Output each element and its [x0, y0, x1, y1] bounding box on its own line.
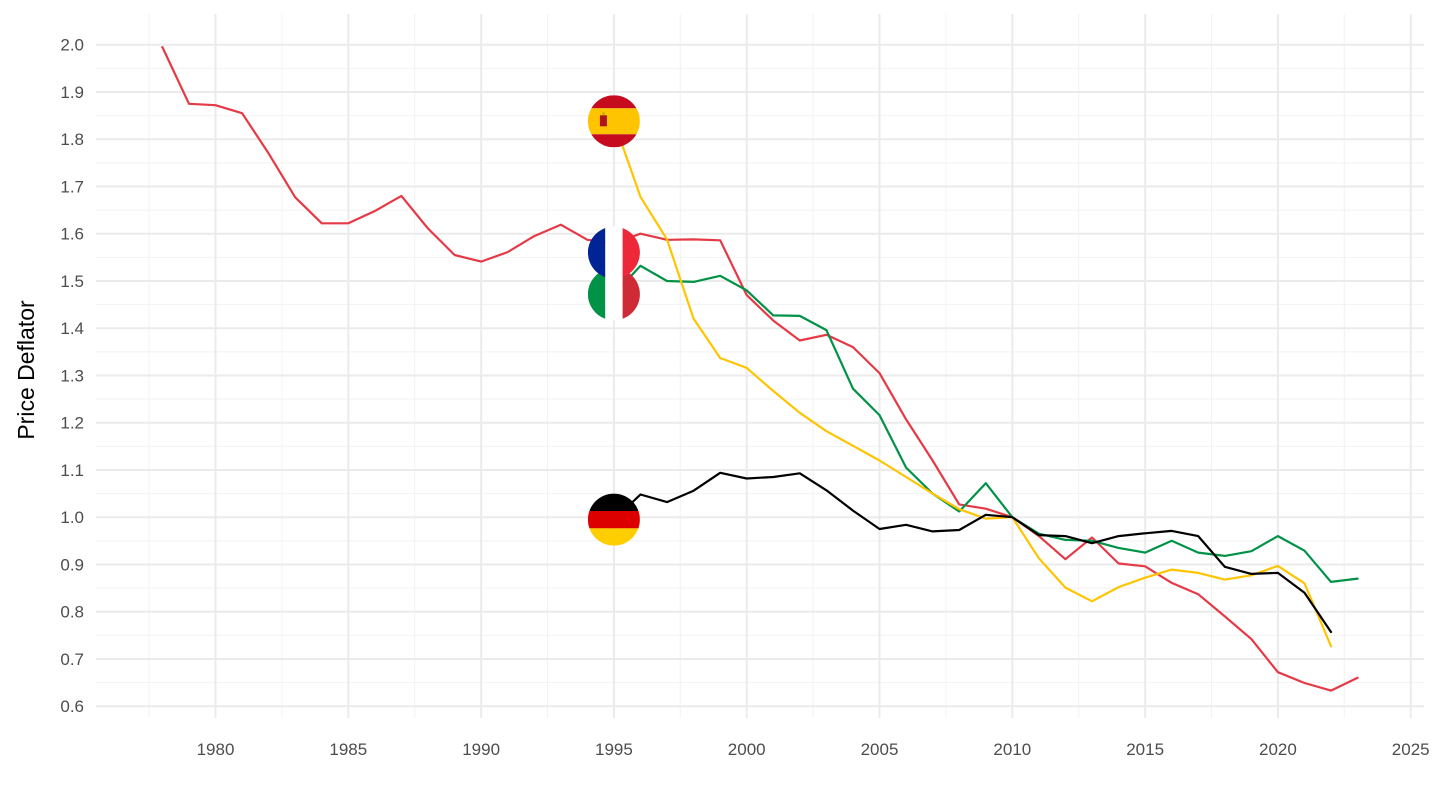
- france-flag-icon: [587, 226, 640, 279]
- series-line-france: [161, 45, 1359, 692]
- y-tick-label: 1.2: [60, 414, 84, 433]
- x-tick-label: 1985: [329, 740, 367, 759]
- y-tick-label: 1.4: [60, 319, 84, 338]
- x-tick-label: 2010: [993, 740, 1031, 759]
- series-line-spain: [612, 120, 1333, 648]
- y-tick-label: 1.5: [60, 272, 84, 291]
- y-tick-label: 1.6: [60, 225, 84, 244]
- spain-flag-icon: [587, 95, 640, 148]
- y-tick-label: 1.8: [60, 130, 84, 149]
- y-tick-label: 1.1: [60, 461, 84, 480]
- x-tick-label: 2005: [861, 740, 899, 759]
- x-axis-ticks: 1980 1985 1990 1995 2000 2005 2010 2015 2020 2025: [197, 740, 1430, 759]
- series-lines: [161, 45, 1359, 692]
- italy-flag-icon: [587, 268, 640, 321]
- series-line-germany: [612, 471, 1333, 634]
- x-tick-label: 2000: [728, 740, 766, 759]
- y-tick-label: 1.7: [60, 177, 84, 196]
- germany-flag-icon: [587, 493, 640, 546]
- y-tick-label: 1.9: [60, 83, 84, 102]
- y-tick-label: 0.8: [60, 603, 84, 622]
- x-tick-label: 2015: [1126, 740, 1164, 759]
- x-tick-label: 1995: [595, 740, 633, 759]
- x-tick-label: 2025: [1392, 740, 1430, 759]
- y-axis-ticks: 0.6 0.7 0.8 0.9 1.0 1.1 1.2 1.3 1.4 1.5 1.6 1.7 1.8 1…: [60, 36, 84, 716]
- coat-of-arms-icon: [599, 115, 607, 127]
- flag-markers: [587, 95, 640, 546]
- y-tick-label: 0.7: [60, 650, 84, 669]
- y-tick-label: 2.0: [60, 36, 84, 55]
- y-tick-label: 0.9: [60, 555, 84, 574]
- grid: [96, 14, 1424, 718]
- y-tick-label: 0.6: [60, 697, 84, 716]
- x-tick-label: 1990: [462, 740, 500, 759]
- series-line-italy: [612, 264, 1359, 584]
- y-tick-label: 1.3: [60, 366, 84, 385]
- x-tick-label: 2020: [1259, 740, 1297, 759]
- y-axis-title: Price Deflator: [13, 300, 39, 440]
- y-tick-label: 1.0: [60, 508, 84, 527]
- x-tick-label: 1980: [197, 740, 235, 759]
